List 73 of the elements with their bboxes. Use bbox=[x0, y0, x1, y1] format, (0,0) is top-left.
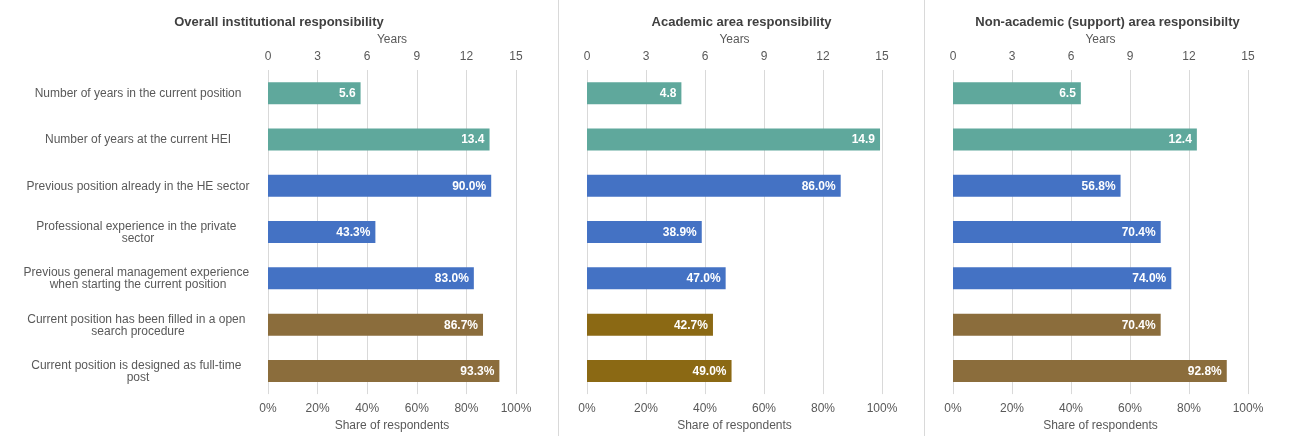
data-label: 70.4% bbox=[1121, 317, 1156, 332]
x-tick-label: 80% bbox=[1176, 401, 1202, 416]
data-label: 13.4 bbox=[461, 132, 485, 147]
x-tick-label: 0% bbox=[259, 401, 277, 416]
data-label: 47.0% bbox=[686, 271, 721, 286]
x2-tick-label: 6 bbox=[1067, 49, 1075, 63]
data-label: 83.0% bbox=[434, 271, 470, 286]
data-label: 43.3% bbox=[336, 225, 371, 240]
x-tick-label: 0% bbox=[578, 401, 596, 416]
data-label: 93.3% bbox=[460, 363, 495, 378]
x2-tick-label: 15 bbox=[875, 49, 889, 63]
x2-axis-title: Years bbox=[376, 32, 408, 47]
data-label: 92.8% bbox=[1187, 363, 1223, 378]
x-axis-title: Share of respondents bbox=[677, 418, 792, 432]
data-label: 49.0% bbox=[692, 363, 727, 378]
x2-tick-label: 9 bbox=[1126, 49, 1134, 63]
data-label: 5.6 bbox=[338, 86, 356, 101]
x2-tick-label: 6 bbox=[363, 49, 371, 63]
x-tick-label: 100% bbox=[866, 401, 898, 416]
x-tick-label: 80% bbox=[810, 401, 836, 416]
y-tick-label: Previous position already in the HE sector bbox=[26, 178, 250, 193]
x-tick-label: 40% bbox=[692, 401, 718, 416]
x2-tick-label: 15 bbox=[1241, 49, 1255, 63]
x-tick-label: 60% bbox=[751, 401, 777, 416]
data-label: 86.0% bbox=[801, 178, 837, 193]
x-axis-title: Share of respondents bbox=[1043, 418, 1158, 432]
x2-axis-title: Years bbox=[1085, 32, 1116, 47]
x2-tick-label: 0 bbox=[583, 49, 591, 63]
x2-tick-label: 0 bbox=[264, 49, 272, 63]
x-tick-label: 20% bbox=[999, 401, 1025, 416]
x-tick-label: 20% bbox=[633, 401, 659, 416]
x-axis-title: Share of respondents bbox=[334, 418, 450, 432]
x-tick-label: 80% bbox=[454, 401, 479, 416]
x2-tick-label: 6 bbox=[701, 49, 709, 63]
data-label: 90.0% bbox=[452, 178, 487, 193]
x2-tick-label: 12 bbox=[816, 49, 830, 63]
y-tick-label: Current position has been filled in a open search procedure bbox=[27, 311, 249, 338]
x-tick-label: 40% bbox=[1058, 401, 1084, 416]
x-tick-label: 0% bbox=[944, 401, 962, 416]
x-tick-label: 60% bbox=[404, 401, 430, 416]
x-tick-label: 100% bbox=[500, 401, 532, 416]
data-label: 12.4 bbox=[1168, 132, 1193, 147]
x2-tick-label: 3 bbox=[642, 49, 650, 63]
x2-tick-label: 9 bbox=[413, 49, 421, 63]
x2-tick-label: 0 bbox=[949, 49, 957, 63]
x2-tick-label: 12 bbox=[459, 49, 474, 63]
y-tick-label: Professional experience in the private sector bbox=[36, 219, 240, 246]
data-label: 42.7% bbox=[673, 317, 709, 332]
data-label: 38.9% bbox=[662, 225, 698, 240]
x-tick-label: 100% bbox=[1232, 401, 1264, 416]
data-label: 74.0% bbox=[1132, 271, 1167, 286]
x2-tick-label: 9 bbox=[760, 49, 768, 63]
x-tick-label: 40% bbox=[355, 401, 380, 416]
data-label: 86.7% bbox=[443, 317, 479, 332]
data-label: 6.5 bbox=[1059, 86, 1077, 101]
data-label: 56.8% bbox=[1081, 178, 1116, 193]
y-tick-label: Current position is designed as full-time post bbox=[31, 357, 245, 384]
x2-tick-label: 3 bbox=[314, 49, 322, 63]
y-tick-label: Number of years in the current position bbox=[34, 86, 242, 101]
x2-tick-label: 3 bbox=[1008, 49, 1016, 63]
data-label: 4.8 bbox=[659, 86, 677, 101]
chart-title: Non-academic (support) area responsibilty bbox=[975, 14, 1241, 29]
y-tick-label: Previous general management experience when starting the current position bbox=[23, 265, 253, 292]
x2-axis-title: Years bbox=[719, 32, 750, 47]
x-tick-label: 60% bbox=[1117, 401, 1143, 416]
x2-tick-label: 12 bbox=[1182, 49, 1196, 63]
data-label: 70.4% bbox=[1121, 225, 1156, 240]
chart-title: Academic area responsibility bbox=[651, 14, 833, 29]
x2-tick-label: 15 bbox=[509, 49, 523, 63]
chart-title: Overall institutional responsibility bbox=[174, 14, 385, 29]
y-tick-label: Number of years at the current HEI bbox=[44, 132, 232, 147]
x-tick-label: 20% bbox=[305, 401, 330, 416]
data-label: 14.9 bbox=[851, 132, 876, 147]
